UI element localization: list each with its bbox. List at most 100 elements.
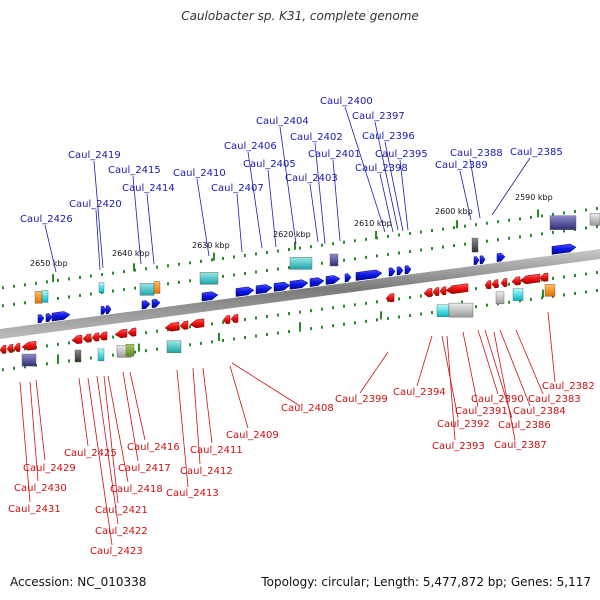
gene-label-reverse[interactable]: Caul_2393: [432, 441, 485, 452]
gene-label-forward[interactable]: Caul_2388: [450, 148, 503, 159]
gene-label-reverse[interactable]: Caul_2416: [127, 442, 180, 453]
gene-label-reverse[interactable]: Caul_2392: [437, 419, 490, 430]
leader-line: [314, 142, 326, 245]
gene-label-forward[interactable]: Caul_2401: [308, 149, 361, 160]
leader-line: [416, 335, 433, 387]
tick-mark: [134, 286, 136, 290]
tick-mark: [288, 312, 290, 316]
gene-label-forward[interactable]: Caul_2407: [211, 183, 264, 194]
tick-mark: [541, 296, 543, 300]
gene-label-reverse[interactable]: Caul_2430: [14, 483, 67, 494]
gene-label-forward[interactable]: Caul_2406: [224, 141, 277, 152]
gene-label-forward[interactable]: Caul_2405: [243, 159, 296, 170]
gene-label-forward[interactable]: Caul_2414: [122, 183, 175, 194]
feature-box: [512, 288, 524, 301]
gene-label-reverse[interactable]: Caul_2412: [180, 466, 233, 477]
gene-label-forward[interactable]: Caul_2415: [108, 165, 161, 176]
forward-gene-arrow: [309, 277, 325, 287]
gene-label-reverse[interactable]: Caul_2383: [528, 394, 581, 405]
tick-mark: [596, 271, 598, 275]
tick-mark: [409, 313, 411, 317]
gene-label-reverse[interactable]: Caul_2421: [95, 505, 148, 516]
gene-label-reverse[interactable]: Caul_2425: [64, 448, 117, 459]
scale-label: 2610 kbp: [354, 219, 392, 228]
gene-label-reverse[interactable]: Caul_2413: [166, 488, 219, 499]
reverse-gene-arrow: [82, 333, 92, 343]
gene-label-forward[interactable]: Caul_2420: [69, 199, 122, 210]
feature-box: [544, 284, 556, 297]
gene-label-reverse[interactable]: Caul_2431: [8, 504, 61, 515]
tick-mark: [552, 230, 554, 234]
major-tick: [375, 231, 377, 239]
gene-label-reverse[interactable]: Caul_2386: [498, 420, 551, 431]
forward-gene-arrow: [479, 255, 486, 265]
gene-label-reverse[interactable]: Caul_2429: [23, 463, 76, 474]
gene-label-reverse[interactable]: Caul_2411: [190, 445, 243, 456]
tick-mark: [442, 227, 444, 231]
gene-label-reverse[interactable]: Caul_2391: [455, 406, 508, 417]
tick-mark: [90, 274, 92, 278]
gene-label-forward[interactable]: Caul_2396: [362, 131, 415, 142]
gene-label-forward[interactable]: Caul_2402: [290, 132, 343, 143]
tick-mark: [530, 215, 532, 219]
tick-mark: [519, 235, 521, 239]
leader-line: [309, 183, 319, 243]
gene-label-reverse[interactable]: Caul_2399: [335, 394, 388, 405]
forward-gene-arrow: [51, 311, 71, 322]
tick-mark: [354, 239, 356, 243]
gene-label-reverse[interactable]: Caul_2382: [542, 381, 595, 392]
tick-mark: [222, 320, 224, 324]
major-tick: [537, 209, 539, 218]
tick-mark: [596, 225, 598, 229]
gene-label-reverse[interactable]: Caul_2384: [513, 406, 566, 417]
reverse-gene-arrow: [127, 327, 137, 337]
gene-label-reverse[interactable]: Caul_2417: [118, 463, 171, 474]
tick-mark: [376, 318, 378, 322]
gene-label-forward[interactable]: Caul_2404: [256, 116, 309, 127]
leader-line: [29, 381, 39, 482]
reverse-gene-arrow: [491, 279, 499, 289]
tick-mark: [123, 288, 125, 292]
gene-label-reverse[interactable]: Caul_2409: [226, 430, 279, 441]
reverse-gene-arrow: [164, 321, 180, 332]
gene-label-reverse[interactable]: Caul_2387: [494, 440, 547, 451]
tick-mark: [420, 248, 422, 252]
gene-label-forward[interactable]: Caul_2395: [375, 149, 428, 160]
gene-label-reverse[interactable]: Caul_2394: [393, 387, 446, 398]
major-tick: [542, 289, 544, 298]
tick-mark: [332, 306, 334, 310]
gene-label-forward[interactable]: Caul_2389: [435, 160, 488, 171]
gene-label-forward[interactable]: Caul_2419: [68, 150, 121, 161]
forward-gene-arrow: [551, 243, 577, 255]
tick-mark: [519, 217, 521, 221]
leader-line: [19, 381, 31, 503]
leader-line: [236, 193, 243, 253]
tick-mark: [574, 273, 576, 277]
tick-mark: [354, 303, 356, 307]
gene-label-forward[interactable]: Caul_2400: [320, 96, 373, 107]
tick-mark: [2, 286, 4, 290]
tick-mark: [211, 258, 213, 262]
leader-line: [477, 329, 499, 395]
tick-mark: [552, 212, 554, 216]
forward-gene-arrow: [473, 256, 480, 266]
tick-mark: [442, 245, 444, 249]
gene-label-forward[interactable]: Caul_2398: [355, 163, 408, 174]
major-tick: [456, 220, 458, 229]
gene-label-reverse[interactable]: Caul_2408: [281, 403, 334, 414]
gene-label-reverse[interactable]: Caul_2390: [471, 394, 524, 405]
gene-label-forward[interactable]: Caul_2410: [173, 168, 226, 179]
scale-label: 2630 kbp: [192, 241, 230, 250]
gene-label-forward[interactable]: Caul_2426: [20, 214, 73, 225]
tick-mark: [35, 281, 37, 285]
tick-mark: [343, 258, 345, 262]
gene-label-forward[interactable]: Caul_2385: [510, 147, 563, 158]
gene-label-reverse[interactable]: Caul_2423: [90, 546, 143, 557]
gene-label-reverse[interactable]: Caul_2422: [95, 526, 148, 537]
gene-label-reverse[interactable]: Caul_2418: [110, 484, 163, 495]
gene-label-forward[interactable]: Caul_2403: [285, 173, 338, 184]
gene-label-forward[interactable]: Caul_2397: [352, 111, 405, 122]
tick-mark: [596, 207, 598, 211]
tick-mark: [200, 259, 202, 263]
tick-mark: [211, 322, 213, 326]
